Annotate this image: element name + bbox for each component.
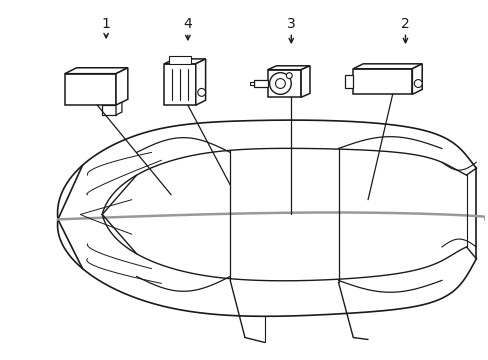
Polygon shape — [65, 74, 116, 105]
Polygon shape — [164, 59, 205, 64]
Polygon shape — [116, 102, 122, 115]
Polygon shape — [345, 75, 352, 89]
Polygon shape — [116, 68, 127, 105]
Polygon shape — [253, 80, 267, 87]
Circle shape — [413, 80, 421, 87]
Circle shape — [286, 73, 292, 78]
Polygon shape — [352, 69, 411, 94]
Text: 4: 4 — [183, 17, 192, 31]
Polygon shape — [411, 64, 421, 94]
Polygon shape — [169, 56, 190, 64]
Text: 1: 1 — [102, 17, 110, 31]
Circle shape — [275, 78, 285, 89]
Polygon shape — [195, 59, 205, 105]
Circle shape — [269, 73, 291, 94]
Text: 3: 3 — [286, 17, 295, 31]
Polygon shape — [301, 66, 309, 97]
Polygon shape — [102, 105, 116, 115]
Polygon shape — [267, 70, 301, 97]
Circle shape — [197, 89, 205, 96]
Polygon shape — [249, 82, 253, 85]
Polygon shape — [352, 64, 421, 69]
Text: 2: 2 — [400, 17, 409, 31]
Polygon shape — [164, 64, 195, 105]
Polygon shape — [65, 68, 127, 74]
Polygon shape — [267, 66, 309, 70]
